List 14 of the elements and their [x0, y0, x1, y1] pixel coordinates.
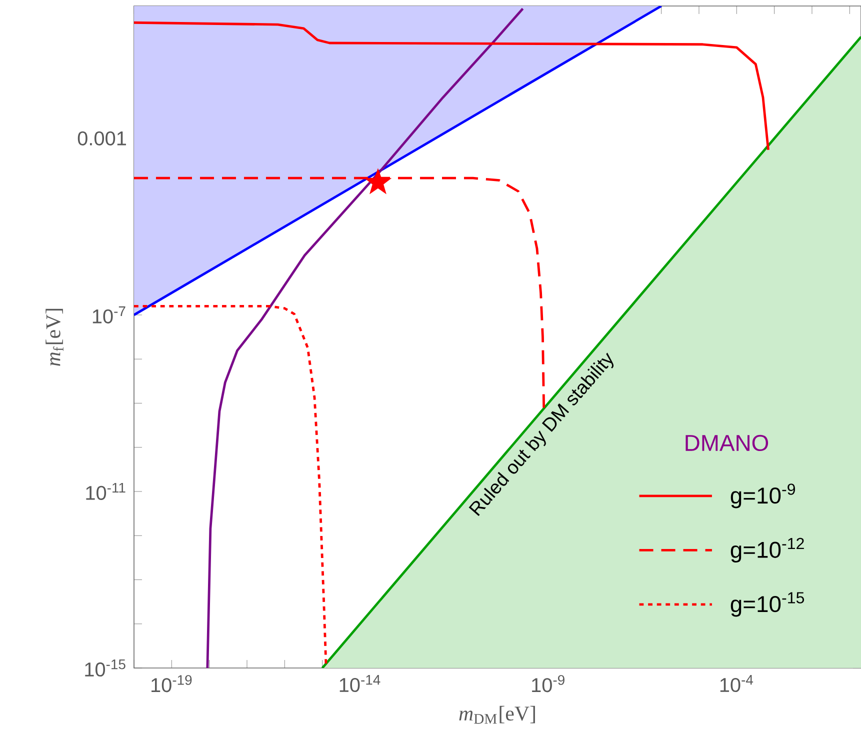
x-tick-label: 10$^{-14}$ [340, 675, 380, 692]
y-tick-label: 10$^{-7}$ [92, 306, 126, 324]
y-tick-label: 0.001 [78, 131, 126, 146]
y-tick-label: 10$^{-11}$ [86, 482, 126, 500]
legend-title: DMANO [686, 434, 768, 452]
y-tick-label: 10$^{-15}$ [85, 660, 126, 677]
x-tick-label: 10$^{-19}$ [152, 675, 192, 692]
x-tick-label: 10$^{-9}$ [532, 675, 564, 692]
legend-label: g=10$^{-9}$ [730, 484, 796, 508]
legend-label: g=10$^{-15}$ [730, 592, 804, 617]
legend-label: g=10$^{-12}$ [730, 538, 804, 562]
x-tick-label: 10$^{-4}$ [720, 675, 754, 692]
x-axis-title: m$_{DM}$[eV] [459, 706, 535, 724]
y-axis-title: m$_{f}$[eV] [46, 308, 64, 366]
